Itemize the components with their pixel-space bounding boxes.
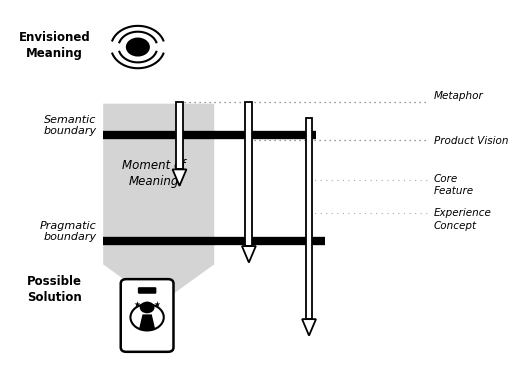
Text: Envisioned
Meaning: Envisioned Meaning (19, 31, 90, 60)
Text: Product Vision: Product Vision (434, 136, 508, 146)
FancyBboxPatch shape (138, 287, 156, 294)
Text: Pragmatic
boundary: Pragmatic boundary (40, 221, 96, 242)
Text: ★: ★ (144, 300, 151, 309)
Polygon shape (173, 169, 187, 186)
Text: ★: ★ (154, 300, 161, 309)
Polygon shape (245, 102, 252, 246)
Polygon shape (176, 102, 183, 169)
Polygon shape (139, 314, 155, 330)
Text: Experience
Concept: Experience Concept (434, 208, 492, 231)
Polygon shape (305, 118, 313, 319)
FancyBboxPatch shape (121, 279, 174, 352)
Text: Moment of
Meaning: Moment of Meaning (122, 159, 186, 188)
Polygon shape (302, 319, 316, 336)
Text: Possible
Solution: Possible Solution (27, 275, 82, 304)
Text: Metaphor: Metaphor (434, 91, 484, 101)
Circle shape (126, 38, 150, 57)
Text: Semantic
boundary: Semantic boundary (43, 115, 96, 137)
Circle shape (140, 302, 155, 313)
Polygon shape (242, 246, 256, 262)
Polygon shape (103, 104, 214, 305)
Text: ★: ★ (134, 300, 140, 309)
Text: Core
Feature: Core Feature (434, 174, 474, 196)
